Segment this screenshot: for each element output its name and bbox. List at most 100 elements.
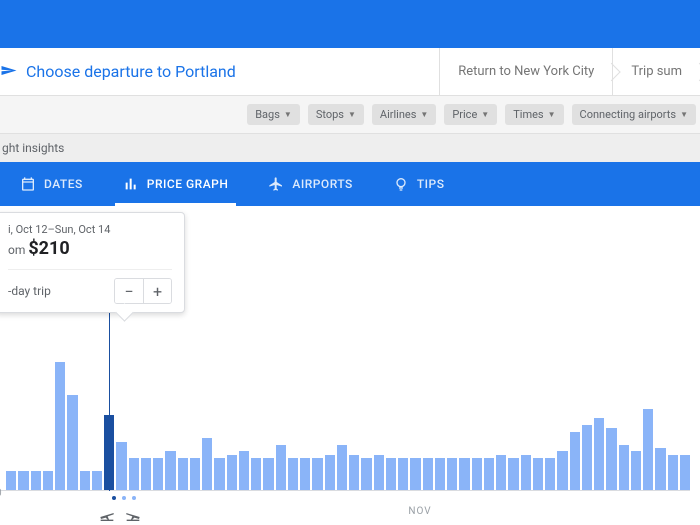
- filters-row: Bags▼ Stops▼ Airlines▼ Price▼ Times▼ Connecti…: [0, 96, 700, 134]
- price-bar[interactable]: [263, 458, 273, 491]
- breadcrumb-step-return-label: Return to New York City: [458, 64, 594, 79]
- price-bar[interactable]: [92, 471, 102, 491]
- price-bar[interactable]: [472, 458, 482, 491]
- tooltip-trip-label: -day trip: [8, 284, 51, 298]
- breadcrumb-current[interactable]: Choose departure to Portland: [0, 62, 439, 81]
- price-graph-panel: i, Oct 12–Sun, Oct 14 om $210 -day trip …: [0, 206, 700, 525]
- price-bar[interactable]: [545, 458, 555, 491]
- price-bar[interactable]: [67, 395, 77, 491]
- price-bar[interactable]: [508, 458, 518, 491]
- price-bar[interactable]: [496, 455, 506, 491]
- filter-chip-bags[interactable]: Bags▼: [247, 104, 300, 125]
- price-bar[interactable]: [288, 458, 298, 491]
- tab-price-graph[interactable]: PRICE GRAPH: [103, 162, 249, 206]
- breadcrumb: Choose departure to Portland Return to N…: [0, 48, 700, 96]
- price-bar[interactable]: [374, 455, 384, 491]
- price-bar[interactable]: [606, 428, 616, 491]
- insights-bar: ght insights: [0, 134, 700, 162]
- price-bar[interactable]: [190, 458, 200, 491]
- breadcrumb-step-trip-label: Trip sum: [631, 64, 682, 79]
- price-bar[interactable]: [239, 451, 249, 491]
- filter-chip-connecting-airports[interactable]: Connecting airports▼: [572, 104, 696, 125]
- trip-minus-button[interactable]: −: [115, 279, 143, 303]
- price-bar[interactable]: [533, 458, 543, 491]
- price-bar[interactable]: [582, 425, 592, 491]
- price-bar[interactable]: [655, 448, 665, 491]
- tab-tips[interactable]: TIPS: [373, 162, 465, 206]
- price-bar[interactable]: [300, 458, 310, 491]
- price-bar[interactable]: [435, 458, 445, 491]
- bars-icon: [123, 176, 139, 192]
- breadcrumb-step-trip[interactable]: Trip sum: [612, 48, 700, 95]
- price-bar[interactable]: [410, 458, 420, 491]
- price-bar[interactable]: [459, 458, 469, 491]
- tab-dates[interactable]: DATES: [0, 162, 103, 206]
- price-bar[interactable]: [594, 418, 604, 491]
- bar-chart: [0, 326, 690, 491]
- price-bar[interactable]: [227, 455, 237, 491]
- price-bar[interactable]: [484, 458, 494, 491]
- price-bar[interactable]: [521, 455, 531, 491]
- price-bar[interactable]: [214, 458, 224, 491]
- departure-icon: [0, 63, 18, 81]
- price-bar[interactable]: [43, 471, 53, 491]
- filter-chip-times[interactable]: Times▼: [505, 104, 563, 125]
- price-bar[interactable]: [18, 471, 28, 491]
- axis-baseline: [0, 490, 690, 491]
- price-bar[interactable]: [619, 445, 629, 491]
- price-bar[interactable]: [153, 458, 163, 491]
- plane-return-icon: [125, 507, 141, 523]
- filter-chip-price[interactable]: Price▼: [444, 104, 497, 125]
- price-bar[interactable]: [129, 458, 139, 491]
- price-bar[interactable]: [325, 455, 335, 491]
- price-bar[interactable]: [31, 471, 41, 491]
- trip-length-stepper: − +: [114, 278, 172, 304]
- price-bar[interactable]: [447, 458, 457, 491]
- price-bar[interactable]: [557, 451, 567, 491]
- selection-line: [109, 286, 110, 491]
- month-label: NOV: [408, 506, 431, 517]
- tooltip-date-range: i, Oct 12–Sun, Oct 14: [8, 223, 172, 236]
- trip-plane-icons: [99, 507, 141, 523]
- price-bar[interactable]: [116, 442, 126, 492]
- price-bar[interactable]: [276, 445, 286, 491]
- insights-label: ght insights: [2, 141, 64, 155]
- dot-icon: [132, 496, 136, 500]
- tabs: DATESPRICE GRAPHAIRPORTSTIPS: [0, 162, 700, 206]
- price-bar[interactable]: [361, 458, 371, 491]
- plane-depart-icon: [99, 507, 115, 523]
- price-bar[interactable]: [643, 409, 653, 492]
- price-bar[interactable]: [423, 458, 433, 491]
- axis-zero-label: 0: [0, 488, 2, 499]
- breadcrumb-current-label: Choose departure to Portland: [26, 62, 236, 81]
- price-bar[interactable]: [386, 458, 396, 491]
- filter-chip-airlines[interactable]: Airlines▼: [372, 104, 436, 125]
- price-bar[interactable]: [80, 471, 90, 491]
- price-bar[interactable]: [141, 458, 151, 491]
- plane-icon: [268, 176, 284, 192]
- price-bar[interactable]: [312, 458, 322, 491]
- bulb-icon: [393, 176, 409, 192]
- price-bar[interactable]: [251, 458, 261, 491]
- price-bar[interactable]: [337, 445, 347, 491]
- price-bar[interactable]: [178, 458, 188, 491]
- breadcrumb-step-return[interactable]: Return to New York City: [439, 48, 612, 95]
- price-bar[interactable]: [55, 362, 65, 491]
- selection-dots: [109, 493, 139, 503]
- price-bar[interactable]: [570, 432, 580, 491]
- calendar-icon: [20, 176, 36, 192]
- price-bar[interactable]: [202, 438, 212, 491]
- filter-chip-stops[interactable]: Stops▼: [308, 104, 364, 125]
- price-bar[interactable]: [6, 471, 16, 491]
- price-bar[interactable]: [398, 458, 408, 491]
- dot-icon: [122, 496, 126, 500]
- tooltip-price: $210: [28, 238, 69, 259]
- trip-plus-button[interactable]: +: [143, 279, 171, 303]
- tab-airports[interactable]: AIRPORTS: [248, 162, 372, 206]
- dot-icon: [112, 496, 116, 500]
- price-bar[interactable]: [349, 455, 359, 491]
- price-bar[interactable]: [165, 451, 175, 491]
- price-bar[interactable]: [631, 451, 641, 491]
- price-bar[interactable]: [680, 455, 690, 491]
- price-bar[interactable]: [668, 455, 678, 491]
